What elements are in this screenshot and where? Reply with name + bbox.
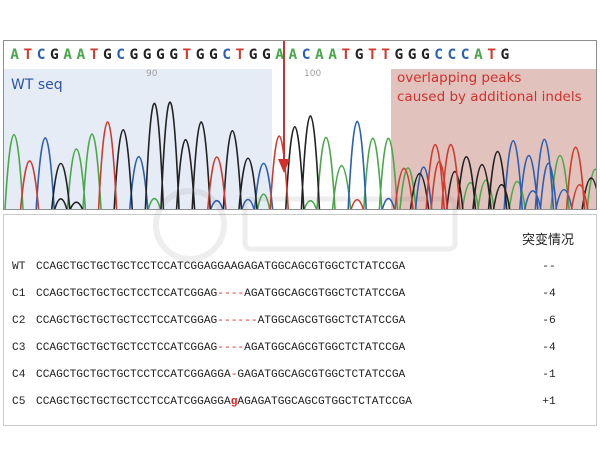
position-label-90: 90 — [146, 69, 158, 79]
mutation-type: -4 — [542, 342, 556, 354]
trace-C — [35, 120, 573, 209]
trace-G — [51, 101, 596, 209]
sequence: CCAGCTGCTGCTGCTCCTCCATCGGAG------ATGGCAG… — [36, 315, 406, 327]
base-call: T — [23, 47, 33, 63]
alignment-row: C3 CCAGCTGCTGCTGCTCCTCCATCGGAG----AGATGGC… — [4, 342, 598, 364]
sample-id: C1 — [12, 288, 26, 300]
wt-region-highlight — [4, 69, 272, 209]
base-call: G — [103, 47, 112, 63]
sample-id: C2 — [12, 315, 26, 327]
base-call: T — [341, 47, 351, 63]
base-call: G — [50, 47, 59, 63]
sequence: CCAGCTGCTGCTGCTCCTCCATCGGAG----AGATGGCAG… — [36, 342, 406, 354]
base-call: G — [248, 47, 258, 63]
trace-A — [4, 133, 596, 209]
mutation-type: -4 — [542, 288, 556, 300]
base-call: G — [156, 47, 165, 63]
mutation-type: +1 — [542, 396, 556, 408]
base-call: A — [275, 47, 284, 63]
base-call: C — [36, 47, 46, 63]
base-call: T — [235, 47, 245, 63]
base-call: T — [368, 47, 377, 63]
base-call: G — [407, 47, 417, 63]
base-call: G — [421, 47, 430, 63]
sample-id: C5 — [12, 396, 26, 408]
base-call: G — [142, 47, 152, 63]
base-call: G — [209, 47, 218, 63]
base-call: C — [434, 47, 443, 63]
mutation-type: -- — [542, 261, 556, 273]
base-call: T — [89, 47, 99, 63]
base-call: G — [129, 47, 139, 63]
alignment-row: C4 CCAGCTGCTGCTGCTCCTCCATCGGAGGA-GAGATGGC… — [4, 369, 598, 391]
base-call: A — [10, 47, 19, 63]
base-call: C — [301, 47, 311, 63]
sample-id: C4 — [12, 369, 26, 381]
indel-alignment-table: 突变情况 WT CCAGCTGCTGCTGCTCCTCCATCGGAGGAAGAG… — [3, 214, 597, 426]
trace-T — [19, 121, 589, 209]
base-call: A — [76, 47, 86, 63]
base-call: A — [328, 47, 337, 63]
sequence: CCAGCTGCTGCTGCTCCTCCATCGGAGGAAGAGATGGCAG… — [36, 261, 406, 273]
base-call: G — [394, 47, 404, 63]
cut-site-arrow-icon — [278, 41, 290, 173]
alignment-row: C5 CCAGCTGCTGCTGCTCCTCCATCGGAGGAgAGAGATGG… — [4, 396, 598, 418]
alignment-row: C2 CCAGCTGCTGCTGCTCCTCCATCGGAG------ATGGC… — [4, 315, 598, 337]
sequence: CCAGCTGCTGCTGCTCCTCCATCGGAGGAgAGAGATGGCA… — [36, 396, 412, 408]
alignment-row: WT CCAGCTGCTGCTGCTCCTCCATCGGAGGAAGAGATGGC… — [4, 261, 598, 283]
trace-peaks — [4, 101, 596, 209]
wt-seq-label: WT seq — [11, 77, 63, 93]
base-call: C — [460, 47, 470, 63]
base-call: C — [447, 47, 457, 63]
overlap-annotation-line-2: caused by additional indels — [397, 89, 582, 105]
base-call: A — [288, 47, 298, 63]
base-call: G — [195, 47, 205, 63]
sequence: CCAGCTGCTGCTGCTCCTCCATCGGAG----AGATGGCAG… — [36, 288, 406, 300]
base-call: C — [222, 47, 231, 63]
overlap-annotation-line-1: overlapping peaks — [397, 70, 522, 86]
base-call: G — [262, 47, 271, 63]
mutation-type: -6 — [542, 315, 556, 327]
base-call: C — [116, 47, 125, 63]
base-call: T — [381, 47, 390, 63]
base-call: T — [487, 47, 496, 63]
base-call: T — [182, 47, 192, 63]
base-call: A — [63, 47, 72, 63]
base-call: G — [354, 47, 364, 63]
sample-id: WT — [12, 261, 26, 273]
base-call: G — [169, 47, 178, 63]
mutation-column-header: 突变情况 — [521, 233, 574, 248]
base-call: G — [500, 47, 510, 63]
alignment-row: C1 CCAGCTGCTGCTGCTCCTCCATCGGAG----AGATGGC… — [4, 288, 598, 310]
sequence: CCAGCTGCTGCTGCTCCTCCATCGGAGGA-GAGATGGCAG… — [36, 369, 406, 381]
base-call: A — [474, 47, 483, 63]
position-label-100: 100 — [304, 69, 322, 79]
overlap-annotation: overlapping peaks caused by additional i… — [397, 69, 595, 107]
sample-id: C3 — [12, 342, 26, 354]
base-call: A — [315, 47, 324, 63]
mutation-type: -1 — [542, 369, 556, 381]
